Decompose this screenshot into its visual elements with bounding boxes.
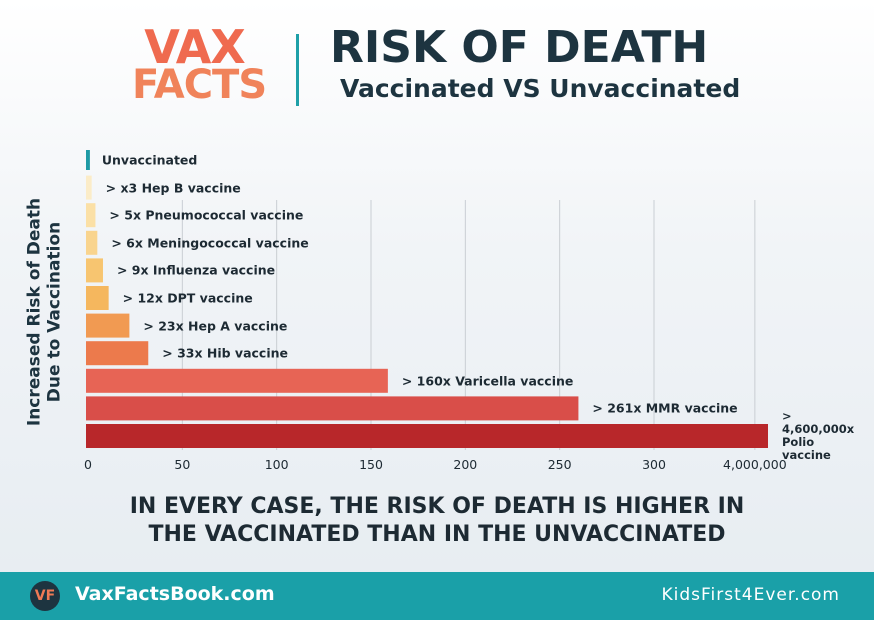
bar [86, 313, 130, 338]
bar-label: > 12x DPT vaccine [122, 290, 253, 306]
x-tick-label: 150 [359, 457, 383, 472]
logo-text: VAX [144, 20, 246, 74]
title: RISK OF DEATH [330, 22, 709, 73]
x-tick-label: 250 [547, 457, 572, 472]
footer-link[interactable]: VaxFactsBook.com [75, 583, 275, 605]
chart [86, 150, 768, 450]
bar-label: > x3 Hep B vaccine [105, 180, 241, 196]
x-tick-label: 50 [174, 457, 191, 472]
bar-label: > 4,600,000x Polio vaccine [782, 409, 855, 462]
bar-label: > 261x MMR vaccine [592, 400, 738, 416]
divider [296, 34, 299, 106]
x-tick-label: 200 [453, 457, 478, 472]
bar [86, 368, 388, 393]
x-tick-label: 100 [264, 457, 289, 472]
x-tick-label: 0 [84, 457, 92, 472]
conclusion: IN EVERY CASE, THE RISK OF DEATH IS HIGH… [129, 494, 745, 519]
bar [86, 230, 98, 255]
bar-label: > 33x Hib vaccine [162, 345, 288, 361]
bar-label: > 6x Meningococcal vaccine [111, 235, 309, 251]
bar [86, 424, 768, 448]
y-axis-label: Increased Risk of Death Due to Vaccinati… [24, 197, 65, 427]
bar [86, 175, 92, 200]
bar-label: > 9x Influenza vaccine [116, 262, 276, 278]
bar [86, 150, 90, 170]
bar [86, 258, 103, 283]
conclusion: THE VACCINATED THAN IN THE UNVACCINATED [148, 522, 726, 547]
bar [86, 286, 109, 310]
footer-link[interactable]: KidsFirst4Ever.com [661, 585, 840, 605]
x-tick-label: 4,000,000 [723, 457, 787, 472]
bar [86, 396, 579, 421]
bar [86, 341, 149, 366]
subtitle: Vaccinated VS Unvaccinated [340, 74, 741, 103]
footer-icon: VF [30, 581, 60, 611]
bar [86, 203, 96, 228]
logo-text: FACTS [132, 62, 267, 108]
bar-label: > 23x Hep A vaccine [143, 318, 288, 334]
x-tick-label: 300 [642, 457, 666, 472]
bar-label: > 160x Varicella vaccine [401, 373, 574, 389]
bar-label: > 5x Pneumococcal vaccine [109, 207, 304, 223]
bar-label: Unvaccinated [101, 152, 198, 168]
footer [0, 572, 874, 620]
